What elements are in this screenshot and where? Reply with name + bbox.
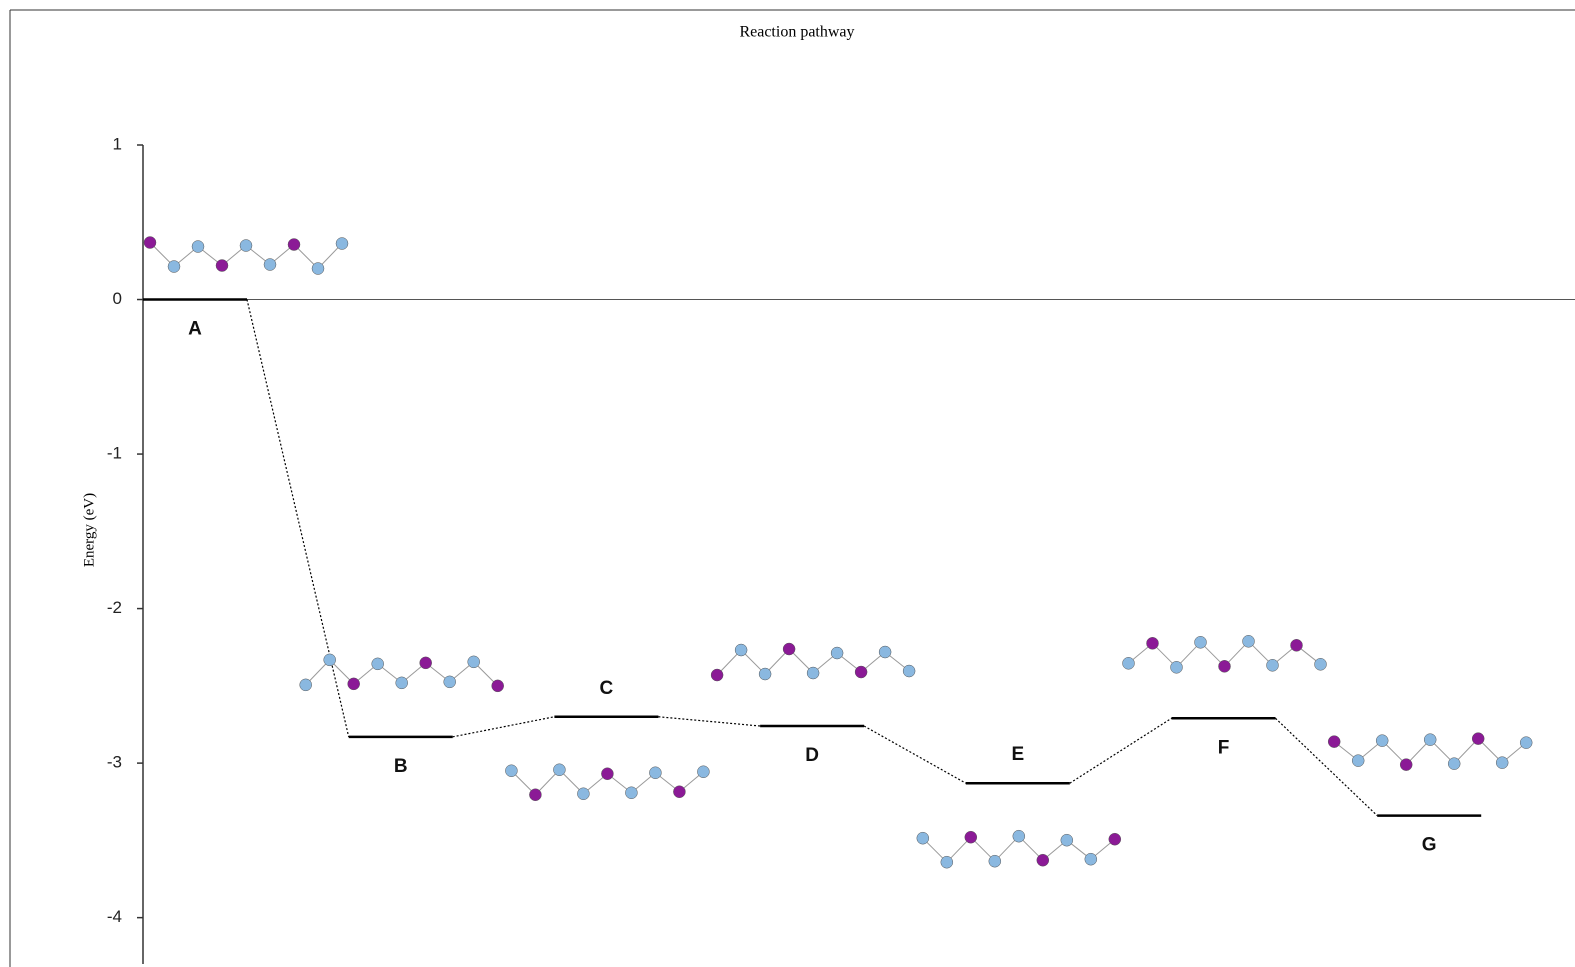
molecule-atom	[347, 677, 360, 691]
molecule-atom	[902, 664, 916, 678]
molecule-atom	[143, 236, 157, 249]
molecule-atom	[1327, 735, 1341, 748]
y-tick-label: -3	[107, 753, 122, 772]
molecule-atom	[940, 855, 954, 869]
molecule-atom	[1122, 657, 1135, 670]
molecule-atom	[734, 643, 748, 657]
level-label: A	[188, 319, 202, 340]
molecule-atom	[311, 262, 325, 275]
molecule-atom	[806, 666, 820, 680]
molecule-atom	[964, 830, 978, 844]
molecule-atom	[577, 787, 590, 801]
molecule-atom	[758, 667, 772, 681]
y-tick-label: -1	[107, 444, 122, 463]
connector	[1275, 717, 1378, 817]
molecule-atom	[467, 655, 480, 669]
molecule-atom	[263, 258, 277, 271]
molecule-atom	[1266, 659, 1279, 672]
molecule-atom	[371, 657, 384, 671]
chart-title: Reaction pathway	[739, 24, 854, 41]
molecule-atom	[553, 763, 566, 777]
y-tick-label: -2	[107, 598, 122, 617]
connector	[863, 725, 967, 784]
connector	[452, 716, 555, 738]
molecule-atom	[1036, 853, 1050, 867]
molecule-atom	[299, 678, 312, 692]
connector	[246, 299, 350, 737]
y-tick-label: -4	[107, 907, 122, 926]
molecule-atom	[287, 238, 301, 251]
molecule-atom	[1314, 658, 1327, 671]
level-label: D	[805, 745, 819, 766]
molecule-atom	[529, 788, 542, 802]
molecule-atom	[491, 679, 504, 693]
molecule-atom	[1012, 829, 1026, 843]
molecule-atom	[335, 237, 349, 250]
molecule-atom	[649, 766, 662, 780]
molecule-atom	[443, 675, 456, 689]
molecule-atom	[697, 765, 710, 779]
molecule-atom	[1146, 637, 1159, 650]
y-tick-label: 0	[113, 289, 122, 308]
molecule-atom	[239, 239, 253, 252]
level-label: C	[600, 678, 614, 699]
molecule-atom	[1399, 758, 1413, 771]
molecule-atom	[916, 831, 930, 845]
level-label: G	[1422, 835, 1437, 856]
molecule-atom	[830, 646, 844, 660]
molecule-atom	[710, 668, 724, 682]
molecule-atom	[1242, 635, 1255, 648]
molecule-atom	[625, 786, 638, 800]
molecule-atom	[988, 854, 1002, 868]
molecule-atom	[1108, 832, 1122, 846]
molecule-atom	[1351, 754, 1365, 767]
molecule-atom	[601, 767, 614, 781]
molecule-atom	[1471, 732, 1485, 745]
molecule-atom	[1218, 660, 1231, 673]
molecule-atom	[1495, 756, 1509, 769]
molecule-atom	[1447, 757, 1461, 770]
molecule-atom	[323, 653, 336, 667]
level-label: E	[1011, 744, 1024, 765]
molecule-atom	[854, 665, 868, 679]
molecule-atom	[1290, 639, 1303, 652]
molecule-atom	[1170, 661, 1183, 674]
molecule-atom	[191, 240, 205, 253]
molecule-atom	[1084, 852, 1098, 866]
y-tick-label: 1	[113, 134, 122, 153]
molecule-atom	[1423, 733, 1437, 746]
molecule-atom	[419, 656, 432, 670]
connector	[1069, 717, 1172, 784]
molecule-atom	[1375, 734, 1389, 747]
level-label: B	[394, 756, 408, 777]
molecule-atom	[505, 764, 518, 778]
y-axis-label: Energy (eV)	[81, 493, 97, 567]
connector	[658, 716, 761, 727]
molecule-atom	[673, 785, 686, 799]
molecule-atom	[878, 645, 892, 659]
molecule-atom	[782, 642, 796, 656]
molecule-atom	[1060, 833, 1074, 847]
molecule-atom	[1519, 736, 1533, 749]
molecule-atom	[1194, 636, 1207, 649]
molecule-atom	[215, 259, 229, 272]
molecule-atom	[167, 260, 181, 273]
level-label: F	[1218, 737, 1230, 758]
molecule-atom	[395, 676, 408, 690]
